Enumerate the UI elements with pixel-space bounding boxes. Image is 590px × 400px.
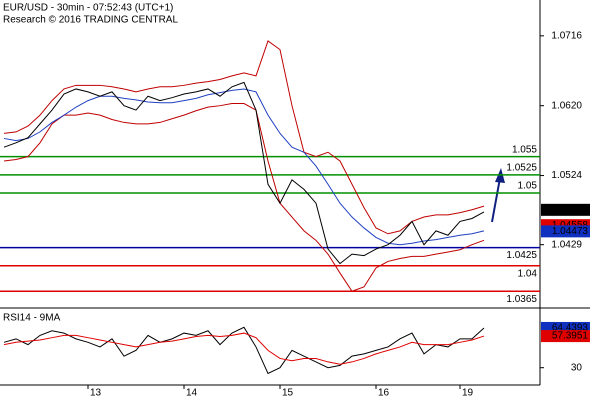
y-tick-label: 1.0620 bbox=[551, 100, 582, 111]
x-tick-label: 19 bbox=[462, 388, 474, 399]
y-tick-label: 1.0716 bbox=[551, 30, 582, 41]
level-label: 1.0365 bbox=[506, 294, 537, 305]
level-label: 1.04 bbox=[518, 268, 538, 279]
series-line bbox=[3, 81, 485, 265]
chart-subtitle: Research © 2016 TRADING CENTRAL bbox=[3, 15, 178, 26]
level-label: 1.05 bbox=[518, 181, 538, 192]
level-label: 1.0525 bbox=[506, 162, 537, 173]
series-line bbox=[3, 88, 485, 246]
price-tag-label: 1.04558 bbox=[552, 220, 589, 231]
series-line bbox=[3, 326, 485, 375]
x-tick-label: 16 bbox=[378, 388, 390, 399]
chart-title: EUR/USD - 30min - 07:52:43 (UTC+1) bbox=[3, 3, 173, 14]
x-tick-label: 13 bbox=[90, 388, 102, 399]
series-line bbox=[3, 332, 485, 365]
y-tick-label: 30 bbox=[571, 362, 583, 373]
price-tag-label: 1.04473 bbox=[552, 226, 589, 237]
forecast-arrow bbox=[491, 177, 501, 223]
level-label: 1.0425 bbox=[506, 250, 537, 261]
level-label: 1.055 bbox=[512, 144, 537, 155]
y-tick-label: 1.0429 bbox=[551, 239, 582, 250]
value-tag-label: 57.3951 bbox=[552, 331, 589, 342]
value-tag bbox=[541, 330, 590, 343]
x-tick-label: 14 bbox=[186, 388, 198, 399]
price-tag bbox=[541, 225, 590, 238]
price-tag bbox=[541, 203, 590, 216]
rsi-title: RSI14 - 9MA bbox=[3, 313, 61, 324]
price-tag-label: 1.04769 bbox=[552, 204, 589, 215]
y-tick-label: 1.0524 bbox=[551, 170, 582, 181]
value-tag-label: 64.4393 bbox=[552, 323, 589, 334]
series-line bbox=[3, 103, 485, 292]
series-line bbox=[3, 40, 485, 235]
x-tick-label: 15 bbox=[282, 388, 294, 399]
